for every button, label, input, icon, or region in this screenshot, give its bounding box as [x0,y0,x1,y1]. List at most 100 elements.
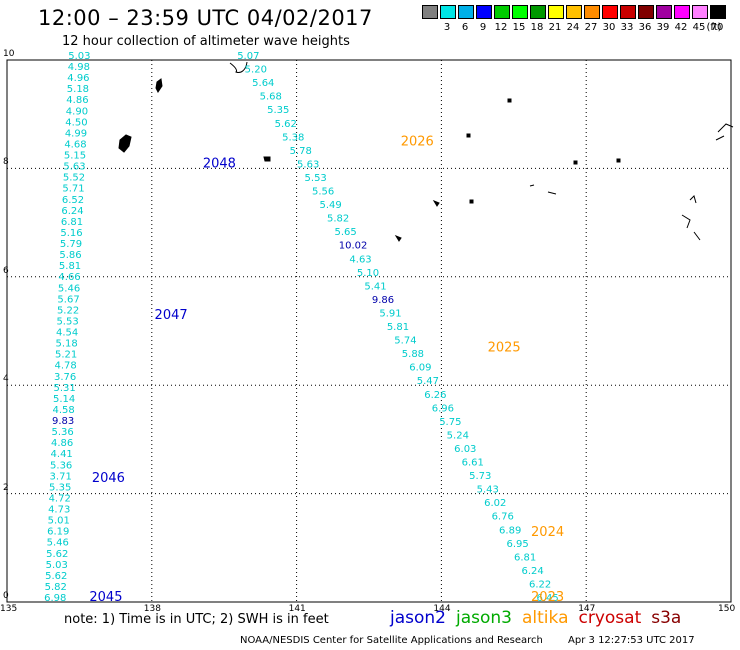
wave-height-value: 5.82 [327,214,349,225]
pass-label: 2047 [155,308,188,323]
scale-label: 45 [692,22,706,33]
x-tick-label: 138 [143,604,161,614]
wave-height-value: 5.73 [469,471,491,482]
wave-height-value: 4.90 [66,106,88,117]
timestamp-text: Apr 3 12:27:53 UTC 2017 [568,635,695,646]
wave-height-value: 5.43 [477,485,499,496]
wave-height-value: 5.71 [62,184,84,195]
wave-height-value: 6.22 [529,579,551,590]
wave-height-value: 5.67 [57,294,79,305]
wave-height-value: 6.24 [61,206,83,217]
wave-height-value: 5.22 [57,305,79,316]
island-shape [469,199,474,204]
wave-height-value: 5.14 [53,394,75,405]
wave-height-value: 4.96 [67,73,89,84]
wave-height-value: 5.78 [290,146,312,157]
pass-label: 2026 [401,135,434,150]
wave-height-value: 6.26 [424,390,446,401]
scale-swatch [656,5,672,19]
scale-swatch [458,5,474,19]
scale-swatch [512,5,528,19]
scale-swatch [584,5,600,19]
scale-label: 6 [461,22,469,33]
note-text: note: 1) Time is in UTC; 2) SWH is in fe… [64,612,329,627]
y-tick-label: 6 [3,265,9,276]
x-tick-label: 135 [0,604,18,614]
wave-height-value: 5.20 [245,65,267,76]
island-shape [616,158,621,163]
wave-height-value: 5.63 [297,159,319,170]
island-shape [573,160,578,165]
y-tick-label: 10 [3,49,15,59]
legend-entry: s3a [651,608,682,628]
wave-height-value: 5.62 [275,119,297,130]
wave-height-value: 5.52 [63,173,85,184]
x-tick-label: 147 [578,604,596,614]
wave-height-value: 6.95 [507,539,529,550]
island-shape [432,199,440,207]
island-shape [529,184,557,195]
scale-label: 42 [674,22,688,33]
wave-height-value: 6.96 [432,403,454,414]
wave-height-value: 5.10 [357,268,379,279]
wave-height-value: 5.46 [58,283,80,294]
wave-height-value: 5.64 [252,78,274,89]
scale-label: 36 [638,22,652,33]
wave-height-value: 5.88 [402,349,424,360]
wave-height-value: 5.65 [334,227,356,238]
scale-label: 12 [494,22,508,33]
wave-height-value: 5.49 [319,200,341,211]
legend-entry: altika [522,608,569,628]
wave-height-value: 5.36 [52,427,74,438]
wave-height-value: 5.47 [417,376,439,387]
scale-swatch [692,5,708,19]
wave-height-value: 5.03 [68,51,90,62]
wave-height-value: 6.81 [61,217,83,228]
wave-height-value: 5.36 [50,460,72,471]
wave-height-value: 5.86 [59,250,81,261]
pass-label: 2046 [92,471,125,486]
footer: NOAA/NESDIS Center for Satellite Applica… [240,635,717,646]
pass-labels: 2045 2046 2047 2048 2023 2024 2025 2026 [89,135,564,605]
scale-label: 30 [602,22,616,33]
map-title: 12:00 – 23:59 UTC 04/02/2017 [38,6,373,30]
island-shape [466,133,471,138]
wave-height-value: 5.81 [59,261,81,272]
wave-height-value: 5.62 [45,571,67,582]
y-tick-label: 8 [3,157,9,168]
wave-height-value: 5.63 [63,162,85,173]
wave-height-value: 4.50 [65,117,87,128]
wave-height-value: 5.07 [237,51,259,62]
scale-label: 21 [548,22,562,33]
wave-height-value: 6.24 [521,566,543,577]
wave-height-value: 5.41 [364,281,386,292]
map-frame [6,59,732,603]
x-tick-label: 150 [718,604,736,614]
legend-entry: cryosat [578,608,642,628]
scale-swatch [710,5,726,19]
wave-height-value: 5.35 [267,105,289,116]
grid-lines [7,60,731,602]
scale-label: 27 [584,22,598,33]
wave-height-value: 5.46 [47,538,69,549]
island-shape [229,61,248,73]
wave-height-value: 5.31 [53,383,75,394]
wave-height-value: 4.73 [48,505,70,516]
scale-swatch [620,5,636,19]
scale-label: (ft) [706,22,722,33]
wave-height-value: 5.74 [394,336,416,347]
scale-swatch [602,5,618,19]
wave-height-value: 5.82 [45,582,67,593]
y-tick-label: 0 [3,591,9,601]
legend-entry: jason3 [456,608,512,628]
wave-height-value: 5.35 [49,482,71,493]
wave-height-value: 5.62 [46,549,68,560]
wave-height-value: 4.86 [51,438,73,449]
scale-swatch [638,5,654,19]
scale-swatch [494,5,510,19]
wave-height-value: 4.99 [65,128,87,139]
map-subtitle: 12 hour collection of altimeter wave hei… [62,34,350,49]
wave-height-value: 5.91 [379,308,401,319]
pass-label: 2048 [203,156,236,171]
